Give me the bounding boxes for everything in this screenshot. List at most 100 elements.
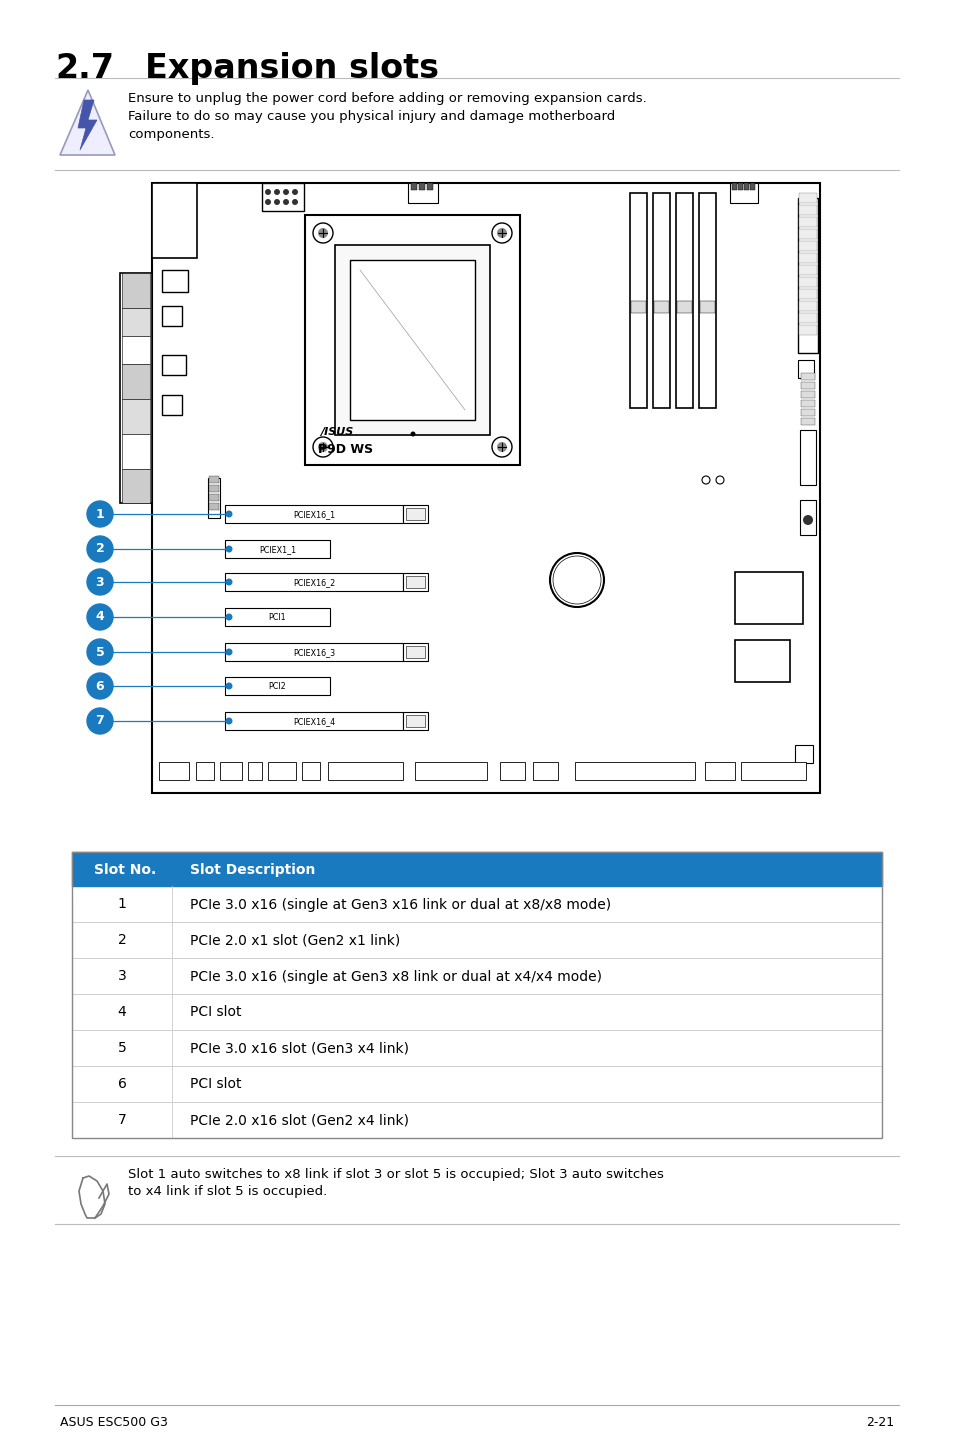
Circle shape xyxy=(87,673,112,699)
Circle shape xyxy=(226,546,232,552)
Bar xyxy=(402,572,428,591)
Bar xyxy=(800,430,815,485)
Bar xyxy=(71,1030,882,1066)
Bar xyxy=(402,643,428,661)
Bar xyxy=(122,308,150,336)
Circle shape xyxy=(796,766,802,774)
Circle shape xyxy=(87,500,112,526)
Bar xyxy=(225,608,330,626)
Text: Slot Description: Slot Description xyxy=(190,863,315,877)
Bar xyxy=(801,400,814,407)
Bar xyxy=(575,762,695,779)
Text: Failure to do so may cause you physical injury and damage motherboard: Failure to do so may cause you physical … xyxy=(128,109,615,124)
Bar xyxy=(738,183,742,190)
Text: 4: 4 xyxy=(95,611,104,624)
Circle shape xyxy=(317,441,328,452)
Bar xyxy=(302,762,319,779)
Text: PCIEX16_2: PCIEX16_2 xyxy=(293,578,335,587)
Bar xyxy=(220,762,242,779)
Bar xyxy=(729,183,758,203)
Bar xyxy=(797,360,813,378)
Text: 6: 6 xyxy=(117,1077,127,1091)
Bar xyxy=(305,216,519,464)
Circle shape xyxy=(802,515,812,525)
Bar xyxy=(268,762,295,779)
Bar xyxy=(209,503,219,510)
Bar xyxy=(800,500,815,535)
Circle shape xyxy=(226,580,232,585)
Circle shape xyxy=(292,188,297,196)
Bar xyxy=(734,640,789,682)
Bar xyxy=(225,505,402,523)
Bar xyxy=(328,762,402,779)
Bar xyxy=(225,572,402,591)
Text: PCI slot: PCI slot xyxy=(190,1005,241,1020)
Bar xyxy=(801,418,814,426)
Bar xyxy=(799,265,816,275)
Bar xyxy=(248,762,262,779)
Bar xyxy=(801,383,814,390)
Bar xyxy=(152,183,196,257)
Text: 3: 3 xyxy=(117,969,126,984)
Bar xyxy=(122,469,150,503)
Bar xyxy=(209,476,219,483)
Bar xyxy=(418,183,424,190)
Bar xyxy=(799,278,816,288)
Text: P9D WS: P9D WS xyxy=(317,443,373,456)
Circle shape xyxy=(226,510,232,516)
Text: 2.7: 2.7 xyxy=(55,52,113,85)
Text: PCI2: PCI2 xyxy=(269,682,286,692)
Text: PCIe 2.0 x16 slot (Gen2 x4 link): PCIe 2.0 x16 slot (Gen2 x4 link) xyxy=(190,1113,409,1127)
Bar xyxy=(152,183,820,792)
Bar xyxy=(122,273,150,308)
Bar xyxy=(122,398,150,434)
Text: ASUS ESC500 G3: ASUS ESC500 G3 xyxy=(60,1415,168,1428)
Text: 1: 1 xyxy=(117,897,127,912)
Bar xyxy=(225,677,330,695)
Bar xyxy=(427,183,433,190)
Bar xyxy=(71,886,882,922)
Circle shape xyxy=(410,431,416,437)
Circle shape xyxy=(283,188,289,196)
Text: to x4 link if slot 5 is occupied.: to x4 link if slot 5 is occupied. xyxy=(128,1185,327,1198)
Bar xyxy=(402,712,428,731)
Bar xyxy=(799,253,816,263)
Circle shape xyxy=(497,229,506,239)
Bar xyxy=(71,851,882,886)
Bar xyxy=(801,391,814,398)
Bar xyxy=(799,217,816,227)
Bar xyxy=(225,541,330,558)
Circle shape xyxy=(87,604,112,630)
Text: /ISUS: /ISUS xyxy=(319,427,353,437)
Text: 5: 5 xyxy=(95,646,104,659)
Bar xyxy=(71,922,882,958)
Text: PCIEX16_3: PCIEX16_3 xyxy=(293,649,335,657)
Bar xyxy=(71,1066,882,1102)
Bar xyxy=(225,643,402,661)
Circle shape xyxy=(497,441,506,452)
Text: 4: 4 xyxy=(117,1005,126,1020)
Bar xyxy=(740,762,805,779)
Bar xyxy=(801,372,814,380)
Bar xyxy=(677,301,691,313)
Bar xyxy=(350,260,475,420)
Polygon shape xyxy=(78,101,97,150)
Bar xyxy=(654,301,668,313)
Bar xyxy=(162,395,182,416)
Bar xyxy=(676,193,692,408)
Text: 1: 1 xyxy=(95,508,104,521)
Bar xyxy=(415,762,486,779)
Text: 7: 7 xyxy=(117,1113,126,1127)
Bar xyxy=(225,712,402,731)
Bar xyxy=(743,183,748,190)
Bar xyxy=(209,485,219,492)
Text: 3: 3 xyxy=(95,575,104,588)
Bar xyxy=(71,1102,882,1137)
Bar xyxy=(704,762,734,779)
Bar xyxy=(120,273,152,503)
Circle shape xyxy=(274,198,280,206)
Bar xyxy=(408,183,437,203)
Text: 7: 7 xyxy=(95,715,104,728)
Text: PCIe 3.0 x16 slot (Gen3 x4 link): PCIe 3.0 x16 slot (Gen3 x4 link) xyxy=(190,1041,409,1055)
Circle shape xyxy=(226,718,232,723)
